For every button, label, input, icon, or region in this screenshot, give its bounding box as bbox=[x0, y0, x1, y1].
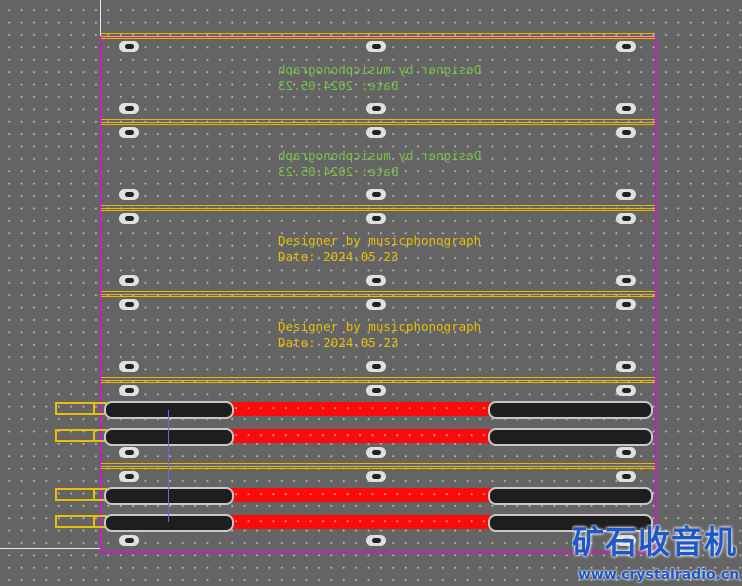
red-trace[interactable] bbox=[230, 429, 492, 443]
mounting-slot[interactable] bbox=[616, 127, 636, 138]
mounting-slot[interactable] bbox=[119, 535, 139, 546]
mounting-slot[interactable] bbox=[616, 299, 636, 310]
yellow-rail[interactable] bbox=[101, 291, 655, 297]
mounting-slot[interactable] bbox=[119, 189, 139, 200]
mounting-slot[interactable] bbox=[616, 447, 636, 458]
mounting-slot[interactable] bbox=[366, 299, 386, 310]
yellow-rail[interactable] bbox=[101, 119, 655, 125]
mounting-slot[interactable] bbox=[366, 127, 386, 138]
pin-outline[interactable] bbox=[55, 429, 95, 442]
mounting-slot[interactable] bbox=[119, 275, 139, 286]
mounting-slot[interactable] bbox=[119, 103, 139, 114]
red-trace[interactable] bbox=[230, 515, 492, 529]
mounting-slot[interactable] bbox=[616, 213, 636, 224]
yellow-rail[interactable] bbox=[101, 377, 655, 383]
mounting-slot[interactable] bbox=[119, 213, 139, 224]
mounting-slot[interactable] bbox=[366, 103, 386, 114]
silk-line: Date: 2024.05.23 bbox=[278, 249, 399, 264]
mounting-slot[interactable] bbox=[119, 385, 139, 396]
silk-text-top-2[interactable]: Designer by musicphonograph Date: 2024.05… bbox=[278, 319, 508, 351]
mounting-slot[interactable] bbox=[616, 361, 636, 372]
mounting-slot[interactable] bbox=[616, 535, 636, 546]
mounting-slot[interactable] bbox=[616, 275, 636, 286]
watermark-logo: 矿石收音机 bbox=[572, 524, 738, 560]
origin-horizontal-line bbox=[0, 548, 101, 549]
mounting-slot[interactable] bbox=[119, 41, 139, 52]
mounting-slot[interactable] bbox=[366, 447, 386, 458]
mounting-slot[interactable] bbox=[616, 385, 636, 396]
watermark-url: www.crystalradio.cn bbox=[578, 567, 740, 583]
pad-left[interactable] bbox=[104, 401, 234, 419]
silk-line: Date: 2024.05.23 bbox=[278, 78, 399, 93]
silk-line: Designer by musicphonograph bbox=[278, 62, 482, 77]
mounting-slot[interactable] bbox=[366, 471, 386, 482]
mounting-slot[interactable] bbox=[366, 275, 386, 286]
silk-line: Designer by musicphonograph bbox=[278, 148, 482, 163]
mounting-slot[interactable] bbox=[366, 41, 386, 52]
mounting-slot[interactable] bbox=[366, 213, 386, 224]
pin-outline[interactable] bbox=[55, 515, 95, 528]
mounting-slot[interactable] bbox=[119, 471, 139, 482]
mounting-slot[interactable] bbox=[119, 361, 139, 372]
pad-right[interactable] bbox=[488, 487, 653, 505]
silk-line: Designer by musicphonograph bbox=[278, 319, 482, 334]
silk-line: Date: 2024.05.23 bbox=[278, 164, 399, 179]
yellow-rail[interactable] bbox=[101, 205, 655, 211]
mounting-slot[interactable] bbox=[616, 471, 636, 482]
silk-text-bottom-2[interactable]: Designer by musicphonograph Date: 2024.05… bbox=[278, 148, 508, 180]
mounting-slot[interactable] bbox=[366, 361, 386, 372]
pad-left[interactable] bbox=[104, 487, 234, 505]
pad-right[interactable] bbox=[488, 514, 653, 532]
red-trace[interactable] bbox=[230, 402, 492, 416]
mounting-slot[interactable] bbox=[119, 127, 139, 138]
mounting-slot[interactable] bbox=[366, 385, 386, 396]
yellow-rail[interactable] bbox=[101, 33, 655, 39]
mounting-slot[interactable] bbox=[366, 189, 386, 200]
pad-left[interactable] bbox=[104, 514, 234, 532]
pad-right[interactable] bbox=[488, 401, 653, 419]
mounting-slot[interactable] bbox=[616, 103, 636, 114]
yellow-rail[interactable] bbox=[101, 463, 655, 469]
silk-line: Designer by musicphonograph bbox=[278, 233, 482, 248]
mounting-slot[interactable] bbox=[366, 535, 386, 546]
red-trace[interactable] bbox=[230, 488, 492, 502]
silk-line: Date: 2024.05.23 bbox=[278, 335, 399, 350]
mounting-slot[interactable] bbox=[119, 299, 139, 310]
mounting-slot[interactable] bbox=[119, 447, 139, 458]
silk-text-top-1[interactable]: Designer by musicphonograph Date: 2024.05… bbox=[278, 233, 508, 265]
pin-outline[interactable] bbox=[55, 488, 95, 501]
silk-text-bottom-1[interactable]: Designer by musicphonograph Date: 2024.05… bbox=[278, 62, 508, 94]
mounting-slot[interactable] bbox=[616, 41, 636, 52]
blue-guide-line bbox=[168, 410, 169, 522]
pin-outline[interactable] bbox=[55, 402, 95, 415]
mounting-slot[interactable] bbox=[616, 189, 636, 200]
pad-right[interactable] bbox=[488, 428, 653, 446]
pad-left[interactable] bbox=[104, 428, 234, 446]
